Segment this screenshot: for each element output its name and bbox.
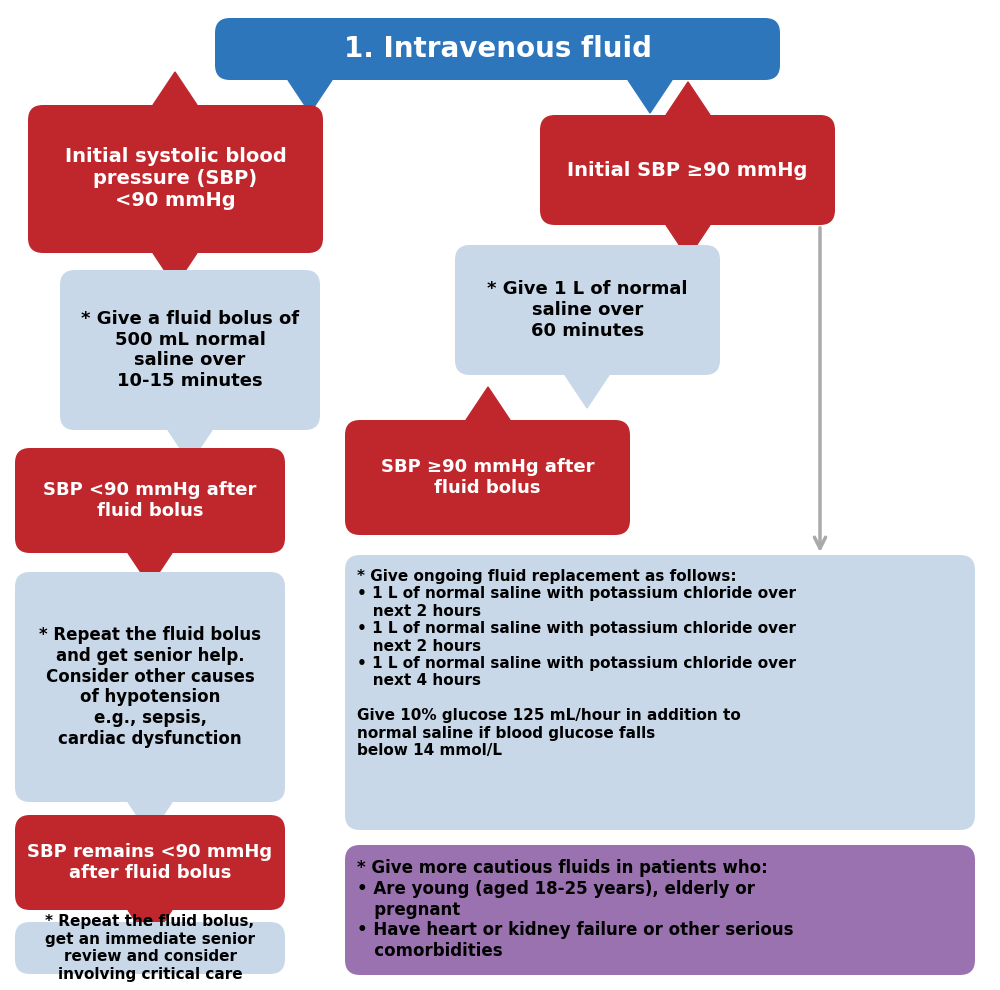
Text: * Repeat the fluid bolus
and get senior help.
Consider other causes
of hypotensi: * Repeat the fluid bolus and get senior …: [39, 626, 261, 748]
Text: * Repeat the fluid bolus,
get an immediate senior
review and consider
involving : * Repeat the fluid bolus, get an immedia…: [45, 915, 255, 982]
Text: Initial SBP ≥90 mmHg: Initial SBP ≥90 mmHg: [567, 160, 808, 179]
Polygon shape: [288, 80, 332, 113]
Polygon shape: [466, 387, 510, 420]
Polygon shape: [628, 80, 672, 113]
FancyBboxPatch shape: [15, 448, 285, 553]
Text: Initial systolic blood
pressure (SBP)
<90 mmHg: Initial systolic blood pressure (SBP) <9…: [65, 148, 286, 211]
Text: 1. Intravenous fluid: 1. Intravenous fluid: [344, 35, 652, 63]
Polygon shape: [666, 82, 710, 115]
Polygon shape: [666, 225, 710, 258]
FancyBboxPatch shape: [345, 555, 975, 830]
FancyBboxPatch shape: [60, 270, 320, 430]
Text: * Give ongoing fluid replacement as follows:
• 1 L of normal saline with potassi: * Give ongoing fluid replacement as foll…: [357, 569, 796, 758]
Polygon shape: [128, 553, 172, 586]
Polygon shape: [128, 910, 172, 943]
FancyBboxPatch shape: [345, 420, 630, 535]
FancyBboxPatch shape: [28, 105, 323, 253]
FancyBboxPatch shape: [15, 922, 285, 974]
Text: SBP remains <90 mmHg
after fluid bolus: SBP remains <90 mmHg after fluid bolus: [27, 843, 273, 882]
Text: * Give 1 L of normal
saline over
60 minutes: * Give 1 L of normal saline over 60 minu…: [487, 280, 688, 340]
FancyBboxPatch shape: [15, 815, 285, 910]
Text: * Give more cautious fluids in patients who:
• Are young (aged 18-25 years), eld: * Give more cautious fluids in patients …: [357, 859, 794, 960]
FancyBboxPatch shape: [215, 18, 780, 80]
Text: SBP <90 mmHg after
fluid bolus: SBP <90 mmHg after fluid bolus: [43, 481, 257, 520]
Polygon shape: [153, 253, 197, 286]
FancyBboxPatch shape: [540, 115, 835, 225]
Polygon shape: [153, 72, 197, 105]
Polygon shape: [565, 375, 609, 408]
Polygon shape: [168, 430, 212, 463]
Text: SBP ≥90 mmHg after
fluid bolus: SBP ≥90 mmHg after fluid bolus: [381, 458, 594, 497]
Text: * Give a fluid bolus of
500 mL normal
saline over
10-15 minutes: * Give a fluid bolus of 500 mL normal sa…: [81, 310, 299, 390]
FancyBboxPatch shape: [455, 245, 720, 375]
FancyBboxPatch shape: [15, 572, 285, 802]
FancyBboxPatch shape: [345, 845, 975, 975]
Polygon shape: [128, 802, 172, 835]
